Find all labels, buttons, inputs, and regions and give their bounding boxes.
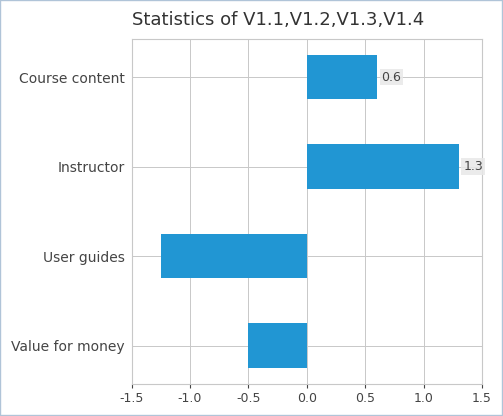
- Text: Statistics of V1.1,V1.2,V1.3,V1.4: Statistics of V1.1,V1.2,V1.3,V1.4: [132, 11, 424, 29]
- Text: 1.3: 1.3: [463, 160, 483, 173]
- Bar: [307, 144, 459, 189]
- Text: 0.6: 0.6: [382, 71, 401, 84]
- Bar: [161, 234, 307, 278]
- Bar: [307, 54, 377, 99]
- Bar: [248, 323, 307, 368]
